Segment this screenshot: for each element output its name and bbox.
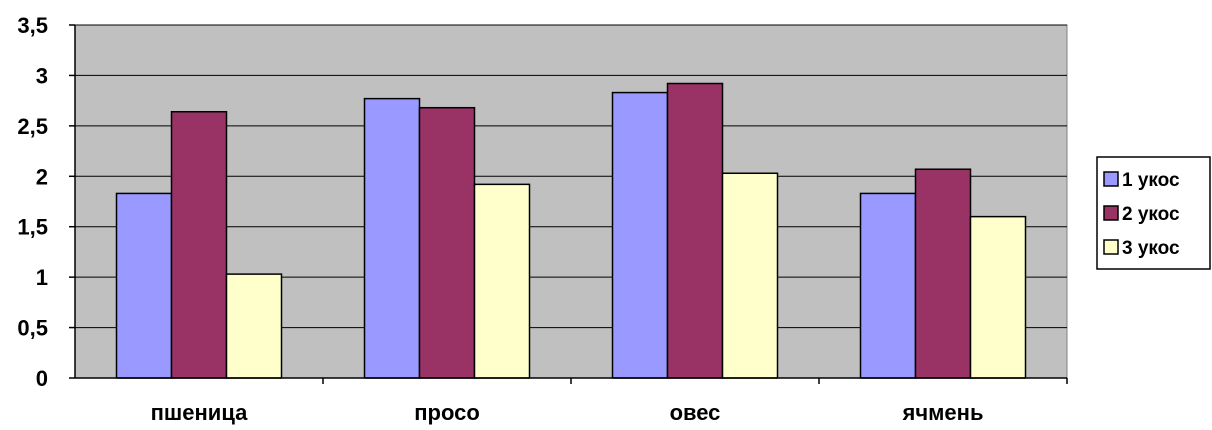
legend-label: 1 укос — [1122, 170, 1180, 191]
x-tick-label: овес — [670, 400, 721, 425]
y-tick-label: 0,5 — [17, 316, 48, 341]
legend-swatch — [1103, 239, 1119, 255]
legend: 1 укос 2 укос 3 укос — [1096, 156, 1211, 270]
y-tick-label: 1 — [36, 265, 48, 290]
bar — [225, 273, 283, 379]
y-tick-label: 3,5 — [17, 13, 48, 38]
bar — [363, 97, 421, 379]
x-tick-labels: пшеница просо овес ячмень — [151, 400, 984, 425]
x-tick-label: просо — [414, 400, 480, 425]
legend-label: 3 укос — [1122, 238, 1180, 259]
y-tick-label: 1,5 — [17, 215, 48, 240]
y-tick-labels: 0 0,5 1 1,5 2 2,5 3 3,5 — [17, 13, 48, 391]
y-tick-label: 3 — [36, 63, 48, 88]
bar — [611, 91, 669, 379]
y-tick-label: 2,5 — [17, 114, 48, 139]
bar — [115, 192, 173, 379]
bar — [666, 82, 724, 379]
bar — [418, 106, 476, 379]
bar — [721, 172, 779, 379]
legend-swatch — [1103, 171, 1119, 187]
legend-label: 2 укос — [1122, 204, 1180, 225]
bars — [115, 82, 1027, 379]
bar — [473, 183, 531, 379]
bar — [969, 215, 1027, 379]
bar — [914, 168, 972, 379]
x-tick-label: ячмень — [902, 400, 984, 425]
x-tick-label: пшеница — [151, 400, 248, 425]
axes — [69, 24, 1068, 384]
bar — [859, 192, 917, 379]
y-tick-label: 0 — [36, 366, 48, 391]
legend-swatch — [1103, 205, 1119, 221]
bar — [170, 110, 228, 379]
y-tick-label: 2 — [36, 164, 48, 189]
